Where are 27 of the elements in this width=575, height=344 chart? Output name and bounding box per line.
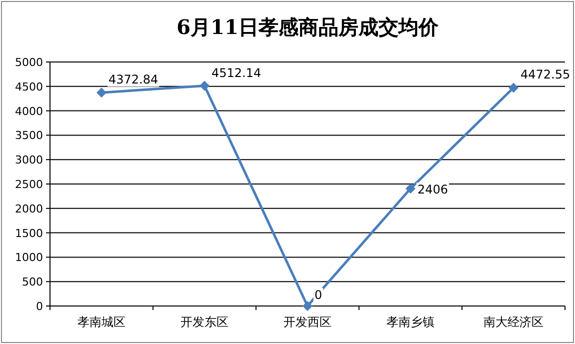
x-tick-label: 开发东区 bbox=[180, 315, 228, 329]
data-label: 4512.14 bbox=[212, 66, 262, 80]
y-tick-label: 1500 bbox=[15, 226, 43, 240]
y-tick-label: 4500 bbox=[15, 80, 43, 94]
y-tick-label: 1000 bbox=[15, 251, 43, 264]
y-tick-label: 0 bbox=[36, 300, 43, 313]
point bbox=[508, 82, 518, 93]
y-tick-label: 3500 bbox=[15, 129, 43, 142]
x-tick-label: 南大经济区 bbox=[484, 315, 544, 329]
x-tick-label: 孝南城区 bbox=[78, 315, 126, 329]
x-tick-label: 开发西区 bbox=[284, 315, 332, 329]
point bbox=[96, 88, 106, 98]
data-label: 4372.84 bbox=[108, 72, 158, 87]
y-tick-label: 2000 bbox=[15, 202, 43, 216]
y-tick-label: 3000 bbox=[15, 154, 43, 167]
y-tick-label: 5000 bbox=[15, 56, 43, 69]
point bbox=[406, 184, 416, 194]
x-tick-label: 孝南乡镇 bbox=[386, 315, 434, 329]
data-label: 0 bbox=[314, 288, 322, 302]
y-tick-label: 500 bbox=[22, 276, 43, 289]
data-label: 4472.55 bbox=[520, 68, 570, 82]
y-tick-label: 4000 bbox=[15, 104, 43, 118]
data-label: 2406 bbox=[418, 182, 448, 197]
chart-title: 6月11日孝感商品房成交均价 bbox=[176, 15, 440, 39]
point bbox=[200, 80, 210, 91]
point bbox=[302, 301, 312, 311]
y-tick-label: 2500 bbox=[15, 178, 43, 191]
